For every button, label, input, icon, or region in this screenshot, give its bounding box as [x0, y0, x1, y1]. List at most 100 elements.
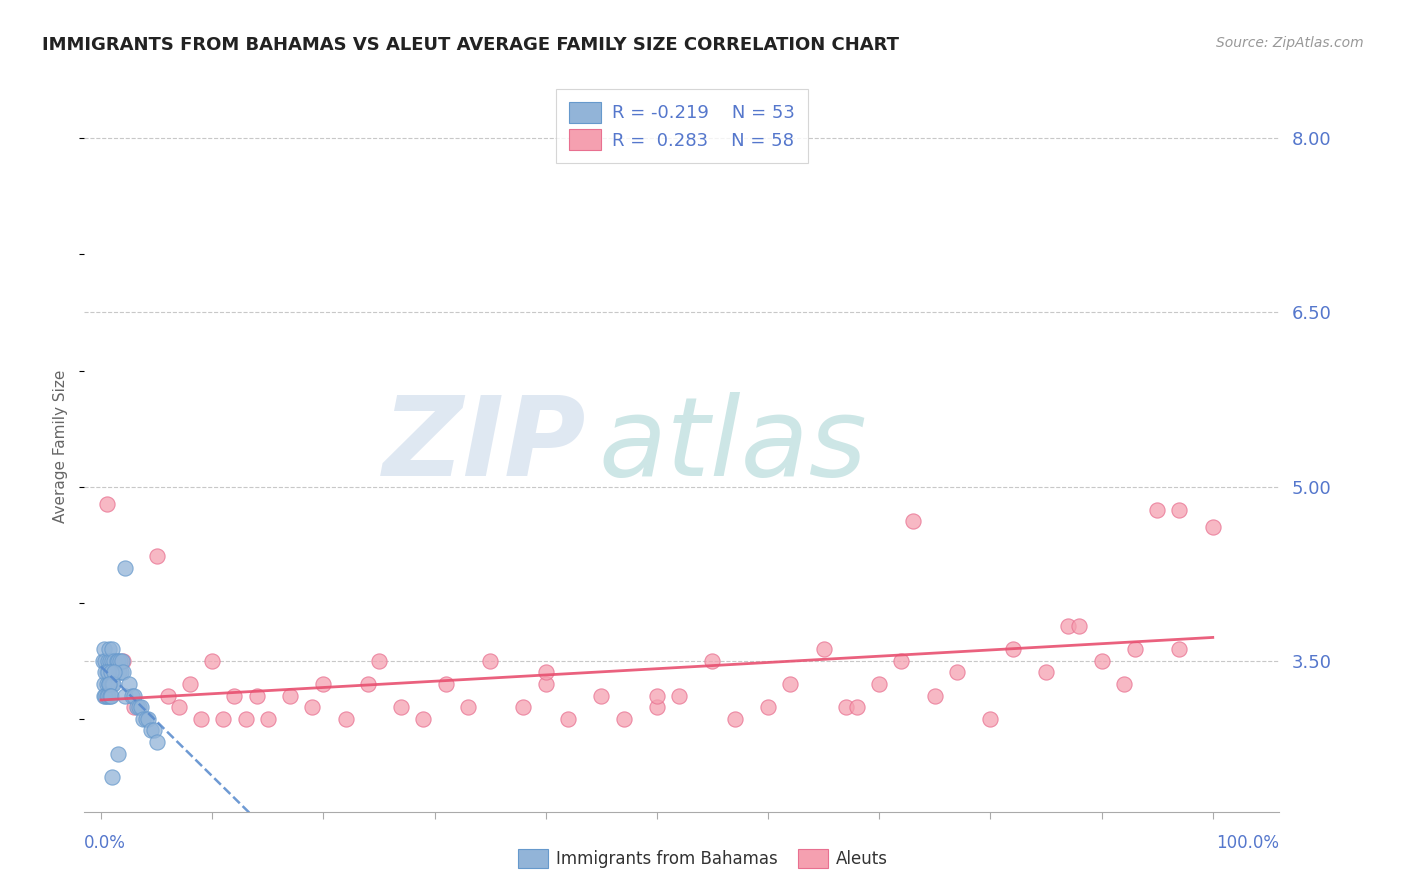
Point — [101, 654, 124, 668]
Point — [98, 654, 121, 668]
Point — [1090, 654, 1112, 668]
Point — [114, 561, 136, 575]
Point — [111, 654, 134, 668]
Point — [121, 689, 143, 703]
Point — [235, 712, 257, 726]
Point — [100, 665, 122, 680]
Point — [129, 700, 152, 714]
Point — [96, 497, 118, 511]
Point — [104, 665, 127, 680]
Point — [96, 677, 118, 691]
Point — [979, 712, 1001, 726]
Point — [645, 700, 668, 714]
Legend: Immigrants from Bahamas, Aleuts: Immigrants from Bahamas, Aleuts — [512, 843, 894, 875]
Point — [97, 642, 120, 657]
Point — [924, 689, 946, 703]
Point — [312, 677, 335, 691]
Point — [179, 677, 201, 691]
Point — [103, 677, 125, 691]
Point — [93, 642, 115, 657]
Point — [97, 689, 120, 703]
Point — [756, 700, 779, 714]
Point — [132, 712, 155, 726]
Point — [479, 654, 502, 668]
Point — [224, 689, 246, 703]
Point — [94, 654, 117, 668]
Point — [534, 677, 557, 691]
Point — [389, 700, 412, 714]
Point — [97, 654, 120, 668]
Point — [124, 689, 146, 703]
Point — [645, 689, 668, 703]
Point — [724, 712, 747, 726]
Point — [190, 712, 212, 726]
Point — [1146, 503, 1168, 517]
Point — [101, 770, 124, 784]
Point — [108, 665, 131, 680]
Point — [107, 747, 129, 761]
Point — [118, 677, 141, 691]
Point — [125, 700, 148, 714]
Point — [128, 700, 150, 714]
Point — [357, 677, 380, 691]
Point — [1112, 677, 1135, 691]
Point — [101, 642, 124, 657]
Point — [702, 654, 724, 668]
Point — [412, 712, 434, 726]
Point — [212, 712, 235, 726]
Point — [100, 689, 122, 703]
Point — [107, 654, 129, 668]
Point — [368, 654, 391, 668]
Point — [143, 723, 166, 738]
Point — [145, 549, 167, 564]
Point — [1202, 520, 1225, 534]
Point — [512, 700, 534, 714]
Point — [591, 689, 613, 703]
Point — [100, 665, 122, 680]
Point — [813, 642, 835, 657]
Point — [105, 654, 128, 668]
Point — [457, 700, 479, 714]
Point — [139, 723, 162, 738]
Point — [668, 689, 690, 703]
Point — [93, 689, 115, 703]
Point — [246, 689, 269, 703]
Point — [278, 689, 301, 703]
Point — [1168, 642, 1191, 657]
Point — [103, 665, 125, 680]
Point — [97, 665, 120, 680]
Point — [103, 665, 125, 680]
Text: 0.0%: 0.0% — [84, 834, 127, 852]
Point — [868, 677, 890, 691]
Point — [335, 712, 357, 726]
Point — [96, 689, 118, 703]
Point — [112, 665, 135, 680]
Point — [114, 689, 136, 703]
Point — [145, 735, 167, 749]
Point — [98, 689, 121, 703]
Point — [612, 712, 634, 726]
Text: atlas: atlas — [599, 392, 868, 500]
Point — [93, 677, 115, 691]
Point — [124, 700, 146, 714]
Point — [156, 689, 179, 703]
Point — [97, 677, 120, 691]
Point — [91, 654, 114, 668]
Point — [112, 654, 135, 668]
Point — [98, 677, 121, 691]
Point — [97, 677, 120, 691]
Point — [901, 515, 924, 529]
Point — [94, 665, 117, 680]
Point — [890, 654, 912, 668]
Point — [434, 677, 457, 691]
Point — [167, 700, 190, 714]
Point — [201, 654, 224, 668]
Legend: R = -0.219    N = 53, R =  0.283    N = 58: R = -0.219 N = 53, R = 0.283 N = 58 — [557, 89, 807, 162]
Point — [1069, 619, 1091, 633]
Point — [110, 665, 132, 680]
Text: 100.0%: 100.0% — [1216, 834, 1279, 852]
Point — [1035, 665, 1057, 680]
Text: ZIP: ZIP — [382, 392, 586, 500]
Text: Source: ZipAtlas.com: Source: ZipAtlas.com — [1216, 36, 1364, 50]
Point — [108, 654, 131, 668]
